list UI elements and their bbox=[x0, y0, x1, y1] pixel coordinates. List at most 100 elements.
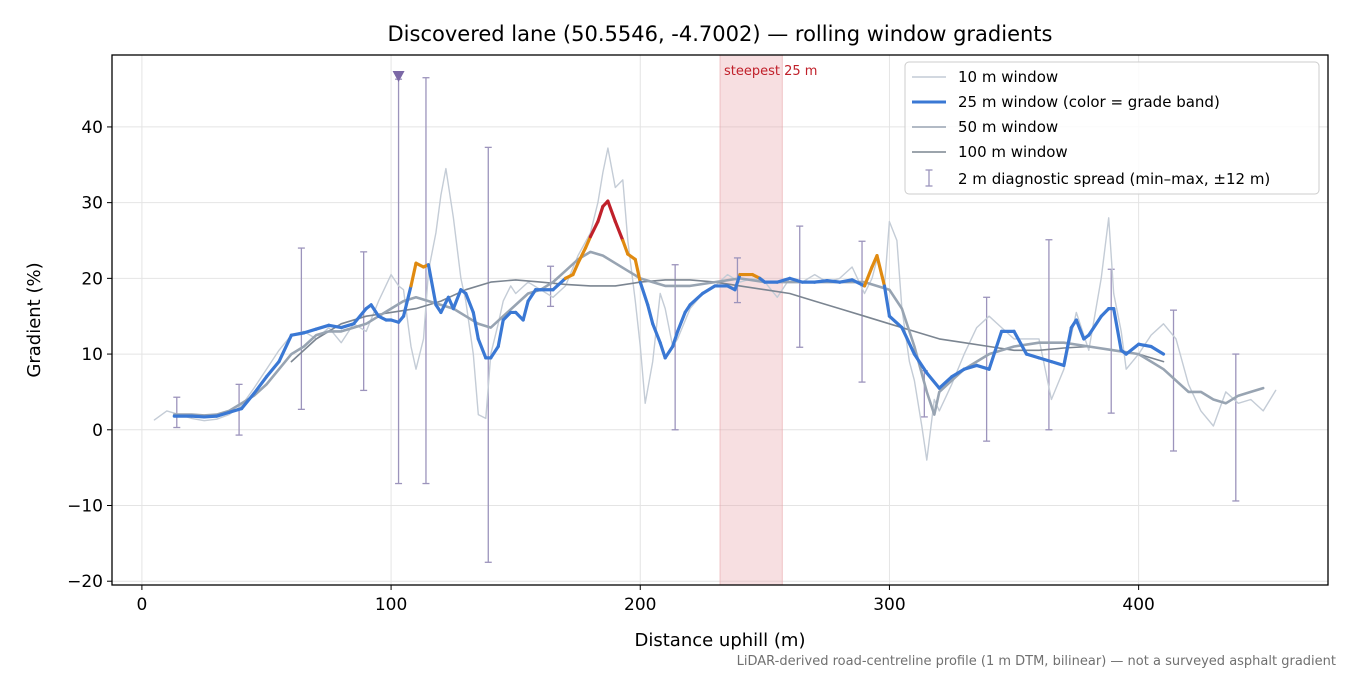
series-25m-segment-27 bbox=[439, 295, 450, 315]
steepest-25m-label: steepest 25 m bbox=[724, 64, 817, 79]
series-25m-segment-62 bbox=[671, 329, 680, 349]
series-25m-segment-57 bbox=[638, 280, 650, 307]
series-25m-segment-40 bbox=[521, 299, 530, 322]
series-25m-segment-3 bbox=[215, 410, 231, 418]
series-25m-segment-60 bbox=[658, 341, 667, 360]
series-25m-segment-52 bbox=[606, 199, 617, 224]
series-25m-segment-87 bbox=[912, 352, 929, 375]
series-25m-segment-83 bbox=[875, 254, 887, 288]
legend-swatch-errorbar bbox=[925, 169, 933, 187]
series-25m-segment-48 bbox=[583, 235, 593, 250]
steepest-highlight-layer: steepest 25 m bbox=[719, 54, 817, 586]
series-25m-segment-69 bbox=[733, 272, 742, 292]
plot-frame bbox=[111, 54, 1329, 586]
y-tick-label-5: 30 bbox=[81, 194, 103, 214]
marker-layer bbox=[392, 70, 405, 82]
series-25m-segment-22 bbox=[409, 261, 418, 288]
y-tick-label-0: −20 bbox=[67, 572, 103, 592]
y-tick-label-4: 20 bbox=[81, 269, 103, 289]
series-25m-segment-61 bbox=[663, 344, 675, 360]
footnote: LiDAR-derived road-centreline profile (1… bbox=[737, 654, 1336, 669]
series-25m-segment-91 bbox=[962, 363, 979, 371]
series-25m-segment-50 bbox=[596, 204, 605, 224]
series-25m-segment-58 bbox=[646, 303, 655, 326]
series-25m-segment-25 bbox=[426, 263, 438, 307]
series-25m-segment-110 bbox=[1149, 344, 1166, 356]
legend-label-50m: 50 m window bbox=[958, 118, 1058, 136]
series-25m-segment-14 bbox=[352, 307, 368, 326]
series-25m-segment-98 bbox=[1049, 360, 1066, 368]
series-25m-segment-11 bbox=[314, 323, 331, 331]
series-25m-segment-32 bbox=[471, 310, 480, 341]
legend-label-25m: 25 m window (color = grade band) bbox=[958, 93, 1220, 111]
series-25m-segment-80 bbox=[850, 278, 867, 288]
y-tick-label-6: 40 bbox=[81, 118, 103, 138]
series-25m-segment-47 bbox=[576, 246, 588, 265]
x-tick-label-0: 0 bbox=[136, 595, 147, 615]
x-tick-label-3: 300 bbox=[873, 595, 905, 615]
series-25m-segment-49 bbox=[588, 219, 600, 239]
series-25m-segment-41 bbox=[526, 288, 538, 303]
series-25m-segment-106 bbox=[1112, 307, 1123, 352]
legend-label-100m: 100 m window bbox=[958, 143, 1068, 161]
series-25m-segment-108 bbox=[1124, 342, 1141, 356]
series-25m-segment-21 bbox=[401, 284, 413, 318]
series-25m-segment-97 bbox=[1037, 356, 1054, 364]
series-25m-segment-101 bbox=[1074, 318, 1086, 341]
series-25m-segment-44 bbox=[551, 276, 568, 292]
legend-label-errorbar: 2 m diagnostic spread (min–max, ±12 m) bbox=[958, 170, 1270, 188]
series-25m-segment-56 bbox=[633, 257, 642, 284]
series-25m-segment-75 bbox=[788, 276, 804, 284]
series-25m-segment-33 bbox=[476, 337, 488, 360]
x-tick-label-2: 200 bbox=[624, 595, 656, 615]
steepest-25m-band bbox=[719, 54, 783, 586]
series-25m-segment-90 bbox=[950, 367, 966, 379]
x-tick-label-4: 400 bbox=[1122, 595, 1154, 615]
legend: 10 m window 25 m window (color = grade b… bbox=[904, 61, 1320, 195]
series-25m-segment-93 bbox=[987, 329, 1004, 371]
series-layer bbox=[153, 147, 1277, 461]
x-axis-label: Distance uphill (m) bbox=[635, 630, 806, 651]
series-25m-segment-37 bbox=[501, 310, 513, 322]
series-25m-segment-8 bbox=[277, 333, 294, 364]
series-25m-segment-6 bbox=[252, 375, 269, 396]
series-25m-segment-63 bbox=[676, 310, 687, 333]
chart-title: Discovered lane (50.5546, -4.7002) — rol… bbox=[388, 22, 1053, 46]
series-25m-segment-92 bbox=[975, 363, 991, 371]
series-25m-segment-35 bbox=[489, 344, 500, 360]
series-25m-segment-79 bbox=[838, 278, 854, 284]
series-25m-segment-109 bbox=[1137, 342, 1153, 349]
series-25m-segment-54 bbox=[621, 238, 630, 256]
series-25m-segment-99 bbox=[1062, 325, 1073, 368]
series-25m-segment-88 bbox=[925, 371, 941, 390]
series-25m-segment-53 bbox=[613, 219, 625, 243]
series-25m-segment-10 bbox=[302, 327, 318, 335]
series-25m-segment-95 bbox=[1012, 329, 1029, 356]
y-axis-ticks: −20 −10 0 10 20 30 40 bbox=[67, 118, 112, 592]
series-25m-segment-29 bbox=[451, 288, 463, 311]
x-axis-ticks: 0 100 200 300 400 bbox=[136, 585, 1155, 615]
series-25m-segment-31 bbox=[464, 291, 475, 315]
series-25m-segment-36 bbox=[496, 318, 505, 349]
series-25m-segment-84 bbox=[882, 284, 892, 318]
series-25m-segment-74 bbox=[775, 276, 792, 284]
legend-box bbox=[904, 61, 1320, 195]
y-tick-label-3: 10 bbox=[81, 345, 103, 365]
series-25m-segment-59 bbox=[651, 322, 662, 345]
series-25m-segment-65 bbox=[688, 291, 705, 307]
series-25m-segment-86 bbox=[900, 325, 916, 356]
series-25m-segment-66 bbox=[700, 284, 717, 296]
series-25m-segment-78 bbox=[825, 279, 842, 284]
triangle-marker bbox=[392, 70, 405, 82]
series-25m-segment-7 bbox=[264, 360, 281, 379]
series-25m-segment-1 bbox=[190, 414, 206, 419]
series-25m-segment-9 bbox=[289, 331, 306, 337]
series-25m-segment-81 bbox=[862, 265, 874, 288]
series-25m-segment-89 bbox=[937, 375, 954, 390]
series-line-50m bbox=[173, 250, 1265, 417]
x-tick-label-1: 100 bbox=[375, 595, 407, 615]
series-25m-segment-85 bbox=[887, 314, 904, 330]
series-line-10m bbox=[153, 147, 1277, 461]
